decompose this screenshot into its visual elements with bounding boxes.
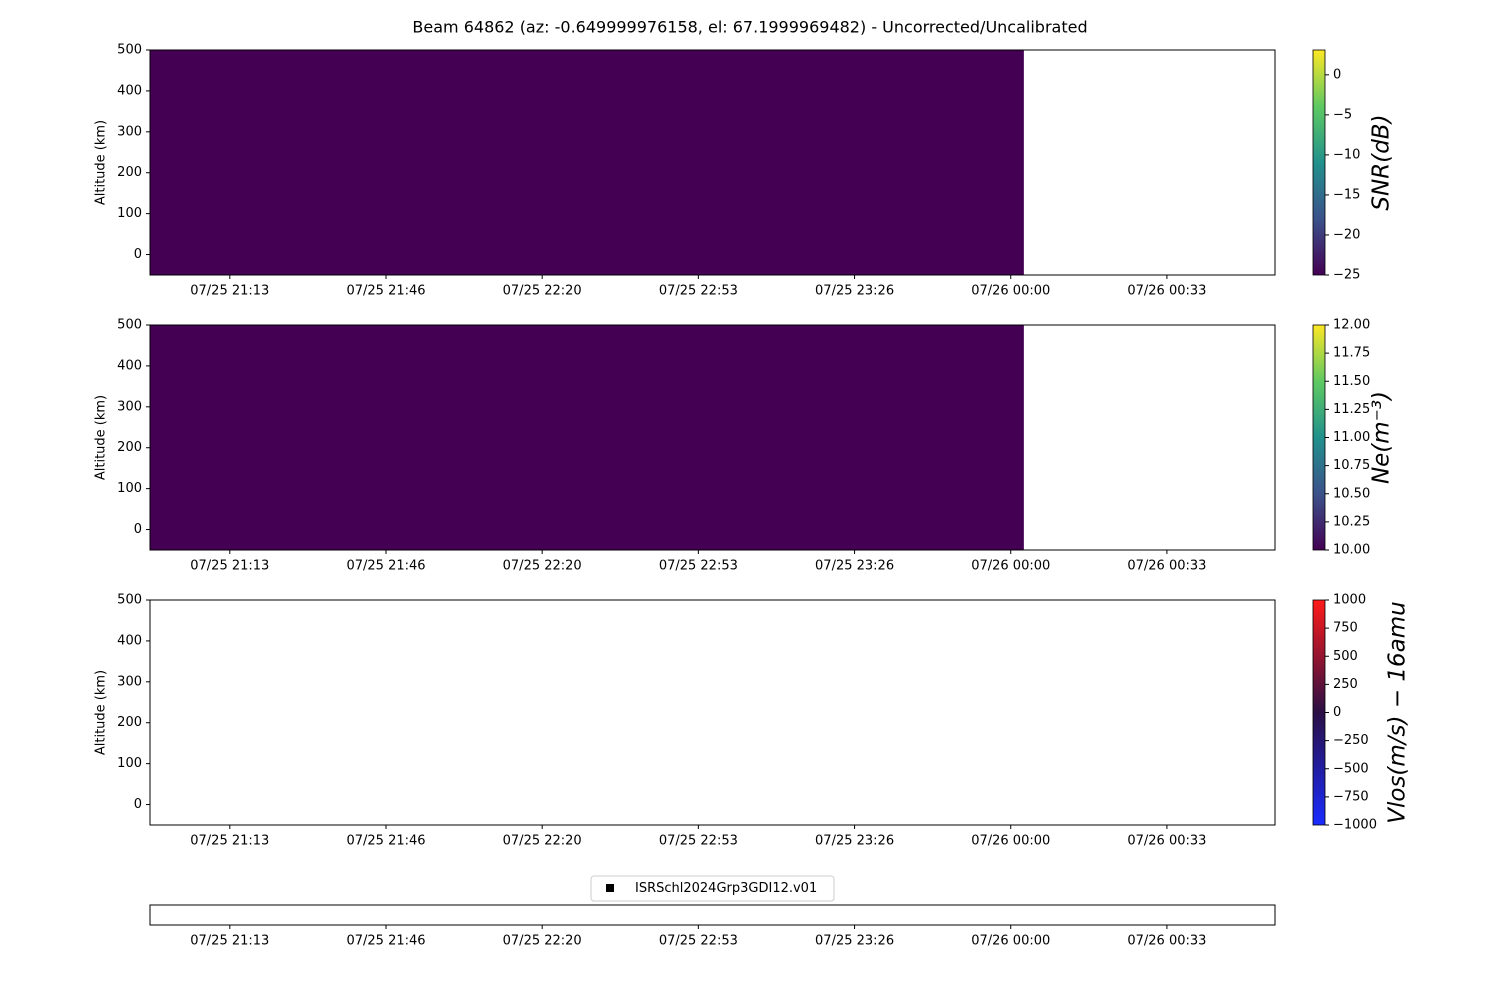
y-tick-label: 200: [117, 165, 142, 180]
y-tick-label: 100: [117, 206, 142, 221]
x-tick-label: 07/25 22:53: [659, 559, 738, 574]
x-tick-label: 07/25 21:46: [346, 934, 425, 949]
colorbar-tick-label: 11.00: [1333, 430, 1370, 445]
axes-frame: [149, 49, 1276, 276]
y-tick-label: 0: [134, 797, 142, 812]
colorbar-label: SNR(dB): [1369, 114, 1395, 210]
colorbar-tick-label: 10.25: [1333, 514, 1370, 529]
colorbar-tick-label: −500: [1333, 761, 1369, 776]
y-tick-label: 0: [134, 522, 142, 537]
colorbar-tick-label: 0: [1333, 705, 1341, 720]
y-tick-label: 500: [117, 593, 142, 608]
colorbar-tick-label: −1000: [1333, 818, 1377, 833]
colorbar-tick-label: 250: [1333, 677, 1358, 692]
x-tick-label: 07/25 21:13: [190, 559, 269, 574]
colorbar: [1312, 599, 1326, 826]
legend-marker: [606, 884, 614, 892]
axes-frame: [149, 599, 1276, 826]
x-tick-label: 07/26 00:33: [1127, 834, 1206, 849]
colorbar-label: Vlos(m/s) − 16amu: [1385, 601, 1411, 824]
x-tick-label: 07/25 21:46: [346, 834, 425, 849]
x-tick-label: 07/25 22:20: [503, 934, 582, 949]
x-tick-label: 07/26 00:00: [971, 559, 1050, 574]
x-tick-label: 07/25 22:20: [503, 559, 582, 574]
x-tick-label: 07/25 22:53: [659, 834, 738, 849]
x-tick-label: 07/25 21:46: [346, 559, 425, 574]
colorbar-tick-label: 10.00: [1333, 543, 1370, 558]
figure-title: Beam 64862 (az: -0.649999976158, el: 67.…: [412, 18, 1087, 37]
x-tick-label: 07/25 23:26: [815, 284, 894, 299]
x-tick-label: 07/25 21:13: [190, 934, 269, 949]
axes-frame: [149, 904, 1276, 926]
colorbar-tick-label: 500: [1333, 649, 1358, 664]
colorbar-tick-label: −750: [1333, 789, 1369, 804]
x-tick-label: 07/26 00:00: [971, 834, 1050, 849]
y-axis-label: Altitude (km): [94, 395, 109, 480]
x-tick-label: 07/25 22:20: [503, 834, 582, 849]
colorbar-tick-label: 1000: [1333, 593, 1366, 608]
heatmap-cell: [150, 50, 1024, 275]
x-tick-label: 07/25 22:53: [659, 284, 738, 299]
colorbar-tick-label: −10: [1333, 147, 1360, 162]
colorbar-tick-label: −20: [1333, 227, 1360, 242]
colorbar-tick-label: 11.50: [1333, 374, 1370, 389]
colorbar-tick-label: 12.00: [1333, 318, 1370, 333]
y-tick-label: 200: [117, 440, 142, 455]
x-tick-label: 07/25 22:53: [659, 934, 738, 949]
x-tick-label: 07/26 00:33: [1127, 934, 1206, 949]
y-tick-label: 100: [117, 756, 142, 771]
x-tick-label: 07/25 22:20: [503, 284, 582, 299]
y-tick-label: 400: [117, 633, 142, 648]
x-tick-label: 07/25 21:13: [190, 834, 269, 849]
colorbar-tick-label: 750: [1333, 621, 1358, 636]
colorbar: [1312, 49, 1326, 276]
colorbar-tick-label: −250: [1333, 733, 1369, 748]
x-tick-label: 07/26 00:33: [1127, 559, 1206, 574]
y-tick-label: 0: [134, 247, 142, 262]
y-tick-label: 300: [117, 124, 142, 139]
y-tick-label: 500: [117, 43, 142, 58]
heatmap-cell: [150, 325, 1024, 550]
x-tick-label: 07/25 23:26: [815, 934, 894, 949]
colorbar-tick-label: −15: [1333, 187, 1360, 202]
y-tick-label: 100: [117, 481, 142, 496]
colorbar-tick-label: 11.25: [1333, 402, 1370, 417]
x-tick-label: 07/25 21:46: [346, 284, 425, 299]
colorbar: [1312, 324, 1326, 551]
y-tick-label: 400: [117, 358, 142, 373]
y-tick-label: 500: [117, 318, 142, 333]
colorbar-tick-label: 10.75: [1333, 458, 1370, 473]
colorbar-tick-label: −25: [1333, 268, 1360, 283]
x-tick-label: 07/25 23:26: [815, 834, 894, 849]
y-tick-label: 300: [117, 674, 142, 689]
y-axis-label: Altitude (km): [94, 120, 109, 205]
y-tick-label: 200: [117, 715, 142, 730]
y-axis-label: Altitude (km): [94, 670, 109, 755]
colorbar-tick-label: 11.75: [1333, 346, 1370, 361]
colorbar-label: Ne(m⁻³): [1369, 391, 1395, 484]
colorbar-tick-label: −5: [1333, 107, 1352, 122]
x-tick-label: 07/26 00:00: [971, 284, 1050, 299]
y-tick-label: 300: [117, 399, 142, 414]
colorbar-tick-label: 10.50: [1333, 486, 1370, 501]
x-tick-label: 07/25 21:13: [190, 284, 269, 299]
x-tick-label: 07/26 00:33: [1127, 284, 1206, 299]
x-tick-label: 07/25 23:26: [815, 559, 894, 574]
y-tick-label: 400: [117, 83, 142, 98]
legend-box: [590, 875, 835, 902]
x-tick-label: 07/26 00:00: [971, 934, 1050, 949]
legend-label: ISRSchl2024Grp3GDI12.v01: [635, 881, 817, 896]
colorbar-tick-label: 0: [1333, 67, 1341, 82]
axes-frame: [149, 324, 1276, 551]
